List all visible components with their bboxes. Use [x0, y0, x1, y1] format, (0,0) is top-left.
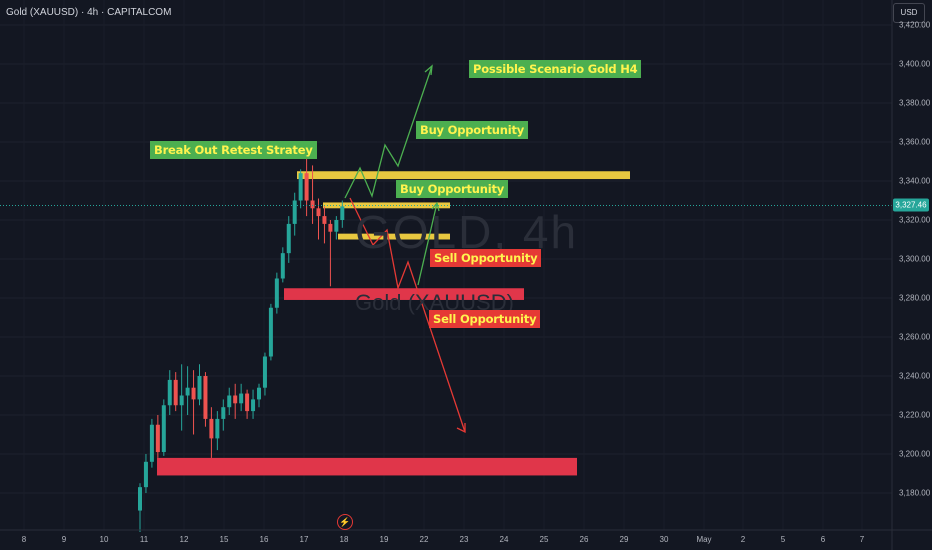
annotation-possible-scenario[interactable]: Possible Scenario Gold H4: [469, 60, 642, 78]
time-tick-label: 12: [179, 535, 189, 544]
time-tick-label: 30: [659, 535, 669, 544]
candle-body: [280, 253, 285, 279]
candle-body: [340, 206, 345, 220]
price-tick-label: 3,220.00: [899, 410, 931, 420]
price-tick-label: 3,380.00: [899, 98, 931, 108]
candle-body: [262, 356, 267, 388]
candle-body: [149, 424, 154, 462]
time-tick-label: 16: [259, 535, 269, 544]
candle-body: [257, 387, 261, 400]
annotation-sell-1[interactable]: Sell Opportunity: [430, 249, 542, 267]
zone-retest: [323, 202, 450, 209]
candle-body: [310, 200, 315, 209]
price-tick-label: 3,280.00: [899, 293, 931, 303]
candle-body: [215, 418, 220, 439]
zones: [157, 171, 630, 476]
time-tick-label: 22: [419, 535, 429, 544]
candle-body: [274, 278, 279, 308]
candle-body: [161, 405, 166, 453]
buy-retest-arrow-head: [431, 201, 440, 212]
candle-body: [173, 379, 178, 406]
scenario-paths: [344, 64, 466, 434]
candle-body: [143, 461, 148, 488]
candle-body: [221, 407, 226, 419]
candle-body: [233, 395, 238, 404]
candle-body: [167, 379, 172, 406]
time-tick-label: 9: [61, 535, 67, 544]
zone-retest: [338, 233, 450, 240]
candle-body: [239, 393, 244, 404]
candle-body: [185, 387, 190, 396]
time-tick-label: 18: [339, 535, 349, 544]
time-tick-label: 25: [539, 535, 549, 544]
candle-body: [209, 418, 214, 439]
price-tick-label: 3,260.00: [899, 332, 931, 342]
price-tick-label: 3,420.00: [899, 20, 931, 30]
candle-body: [298, 173, 303, 201]
candle-body: [292, 200, 297, 224]
candle-body: [245, 393, 250, 412]
candle-body: [286, 223, 291, 254]
time-tick-label: 11: [139, 535, 149, 544]
time-tick-label: 15: [219, 535, 229, 544]
candle-body: [179, 395, 184, 406]
candle-body: [268, 307, 273, 357]
price-tick-label: 3,300.00: [899, 254, 931, 264]
time-tick-label: 7: [859, 535, 865, 544]
time-tick-label: 2: [740, 535, 746, 544]
time-tick-label: 8: [21, 535, 27, 544]
buy-retest-path: [417, 202, 438, 286]
time-tick-label: May: [696, 535, 712, 544]
candle-body: [316, 208, 321, 217]
annotation-sell-2[interactable]: Sell Opportunity: [429, 310, 541, 328]
time-tick-label: 26: [579, 535, 589, 544]
zone-support: [284, 288, 524, 300]
candle-body: [227, 395, 232, 408]
current-price-tag: 3,327.46: [893, 198, 929, 212]
candle-body: [191, 387, 196, 400]
time-tick-label: 6: [820, 535, 826, 544]
candle-body: [197, 376, 202, 400]
price-tick-label: 3,200.00: [899, 449, 931, 459]
annotation-breakout[interactable]: Break Out Retest Stratey: [150, 141, 317, 159]
price-tick-label: 3,340.00: [899, 176, 931, 186]
candle-body: [322, 216, 327, 224]
zone-support: [157, 457, 577, 476]
candle-body: [304, 173, 309, 201]
candle-body: [203, 376, 208, 419]
time-tick-label: 19: [379, 535, 389, 544]
sell-arrow-head: [456, 423, 466, 434]
currency-button[interactable]: USD: [893, 3, 925, 23]
candle-body: [334, 220, 339, 232]
time-tick-label: 17: [299, 535, 309, 544]
time-tick-label: 5: [780, 535, 786, 544]
candle-body: [251, 399, 256, 412]
flash-event-icon[interactable]: ⚡: [337, 514, 353, 530]
price-tick-label: 3,180.00: [899, 488, 931, 498]
symbol-title[interactable]: Gold (XAUUSD) · 4h · CAPITALCOM: [6, 7, 172, 18]
time-tick-label: 24: [499, 535, 509, 544]
candle-body: [155, 424, 160, 453]
candle-body: [328, 223, 333, 232]
zone-resistance: [297, 171, 630, 180]
price-tick-label: 3,360.00: [899, 137, 931, 147]
annotation-buy-1[interactable]: Buy Opportunity: [416, 121, 529, 139]
buy-scenario-path: [344, 65, 433, 199]
time-tick-label: 23: [459, 535, 469, 544]
price-tick-label: 3,240.00: [899, 371, 931, 381]
price-tick-label: 3,320.00: [899, 215, 931, 225]
time-tick-label: 29: [619, 535, 629, 544]
candle-body: [138, 487, 142, 511]
time-tick-label: 10: [99, 535, 109, 544]
price-tick-label: 3,400.00: [899, 59, 931, 69]
buy-arrow-head: [424, 64, 433, 76]
annotation-buy-2[interactable]: Buy Opportunity: [396, 180, 509, 198]
sell-scenario-path: [349, 197, 466, 433]
